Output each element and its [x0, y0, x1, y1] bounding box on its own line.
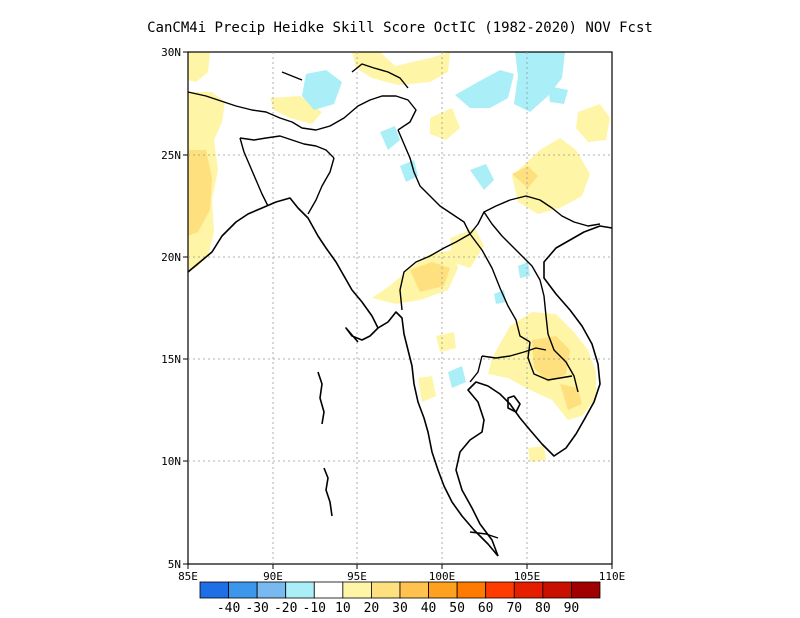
- colorbar-swatch: [256, 581, 287, 599]
- colorbar-label: -10: [303, 601, 326, 616]
- map-frame: [187, 51, 613, 565]
- lon-label-110e: 110E: [599, 570, 626, 583]
- colorbar-swatch: [285, 581, 315, 599]
- colorbar-swatch: [485, 581, 515, 599]
- lat-label-25n: 25N: [161, 149, 181, 162]
- lat-label-5n: 5N: [168, 558, 181, 571]
- lat-label-10n: 10N: [161, 455, 181, 468]
- colorbar-swatch: [428, 581, 458, 599]
- colorbar-label: -20: [274, 601, 297, 616]
- colorbar-label: 30: [392, 601, 408, 616]
- colorbar-swatch: [228, 581, 258, 599]
- colorbar-swatch: [342, 581, 372, 599]
- axis-ticks: [183, 51, 613, 569]
- lon-label-105e: 105E: [514, 570, 541, 583]
- colorbar-label: 70: [506, 601, 522, 616]
- lon-label-100e: 100E: [429, 570, 456, 583]
- colorbar-label: 40: [421, 601, 437, 616]
- colorbar-swatch: [371, 581, 401, 599]
- colorbar-swatch: [513, 581, 544, 599]
- colorbar-label: -40: [217, 601, 240, 616]
- colorbar-swatch: [571, 581, 601, 599]
- colorbar-swatch: [313, 581, 344, 599]
- lon-label-95e: 95E: [347, 570, 367, 583]
- lon-tick-labels: 85E 90E 95E 100E 105E 110E: [178, 570, 625, 583]
- colorbar-swatch: [199, 581, 229, 599]
- colorbar-label: 10: [335, 601, 351, 616]
- colorbar-label: 80: [535, 601, 551, 616]
- colorbar-swatch: [456, 581, 487, 599]
- colorbar-label: 20: [364, 601, 380, 616]
- colorbar-label: 90: [564, 601, 580, 616]
- colorbar-swatch: [542, 581, 572, 599]
- lon-label-90e: 90E: [263, 570, 283, 583]
- colorbar-swatch: [399, 581, 429, 599]
- lat-label-15n: 15N: [161, 353, 181, 366]
- coastlines: [187, 197, 613, 557]
- borders: [187, 63, 601, 539]
- colorbar-label: 60: [478, 601, 494, 616]
- lat-label-20n: 20N: [161, 251, 181, 264]
- lat-label-30n: 30N: [161, 46, 181, 59]
- map-title: CanCM4i Precip Heidke Skill Score OctIC …: [147, 20, 653, 36]
- lon-label-85e: 85E: [178, 570, 198, 583]
- colorbar-label: -30: [245, 601, 268, 616]
- lat-tick-labels: 5N 10N 15N 20N 25N 30N: [161, 46, 181, 571]
- colorbar: -40 -30 -20 -10 10 20 30 40 50 60 70 80 90: [199, 581, 601, 616]
- colorbar-label: 50: [449, 601, 465, 616]
